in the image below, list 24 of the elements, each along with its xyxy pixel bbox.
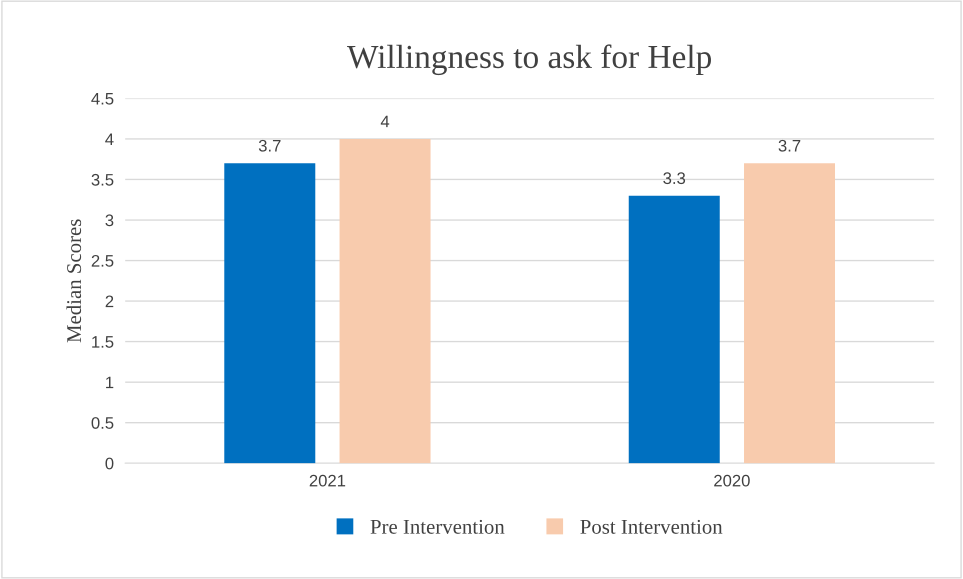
x-tick-label: 2021 (310, 474, 346, 487)
y-tick-label: 3.5 (92, 174, 114, 186)
data-label: 3.3 (663, 172, 686, 184)
bar (340, 138, 431, 464)
y-tick-label: 3 (105, 214, 114, 226)
data-label: 4 (380, 116, 390, 128)
bar (744, 163, 836, 464)
y-tick-label: 1.5 (92, 336, 114, 348)
bar (628, 196, 720, 464)
y-tick-label: 4 (105, 134, 114, 145)
y-tick-label: 4.5 (91, 93, 114, 105)
legend-label: Post Intervention (580, 520, 722, 534)
y-axis-title: Median Scores (66, 219, 82, 342)
y-tick-label: 0.5 (92, 417, 114, 429)
y-tick-label: 2.5 (92, 254, 114, 267)
bar (224, 163, 316, 464)
chart-title: Willingness to ask for Help (347, 44, 711, 76)
data-label: 3.7 (778, 140, 800, 152)
data-label: 3.7 (258, 140, 281, 152)
legend-label: Pre Intervention (370, 520, 504, 534)
y-tick-label: 0 (105, 458, 114, 470)
y-tick-label: 2 (106, 295, 114, 308)
y-tick-label: 1 (106, 376, 114, 388)
x-tick-label: 2020 (714, 474, 750, 487)
